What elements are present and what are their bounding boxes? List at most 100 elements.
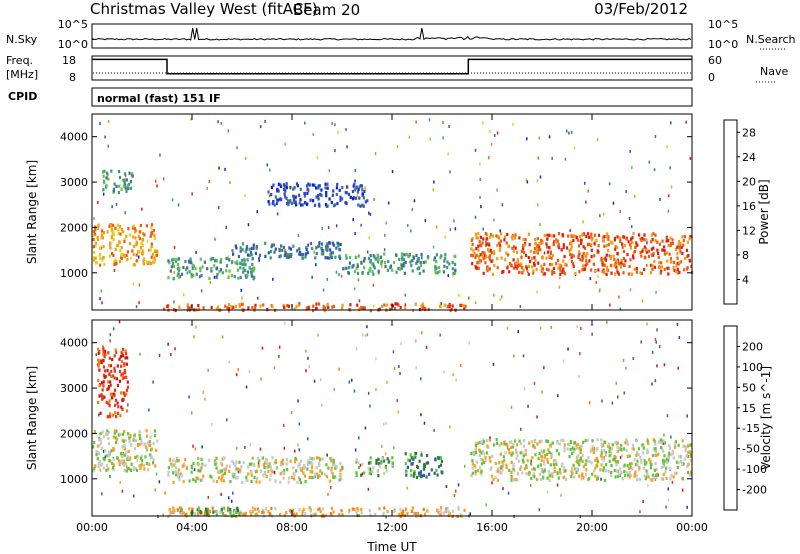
range-echo-6: [561, 462, 564, 466]
range-echo-3: [200, 466, 203, 470]
range-echo-0: [96, 457, 99, 461]
range-echo-1: [253, 507, 257, 511]
range-echo-7: [110, 374, 113, 378]
echo-speck: [135, 305, 138, 309]
range-echo-3: [242, 262, 245, 266]
range-echo-7: [509, 262, 512, 266]
range-echo-6: [607, 469, 610, 474]
range-echo-0: [102, 435, 106, 439]
range-echo-7: [499, 246, 502, 250]
range-echo-6: [528, 441, 531, 445]
range-echo-6: [624, 441, 627, 445]
range-echo-6: [443, 259, 446, 263]
range-echo-6: [626, 454, 629, 459]
range-echo-7: [507, 253, 510, 257]
range-echo-7: [562, 270, 566, 274]
range-echo-6: [519, 465, 523, 469]
range-echo-6: [409, 260, 412, 264]
echo-speck: [595, 280, 597, 284]
range-echo-6: [404, 260, 407, 264]
range-echo-7: [482, 257, 485, 261]
range-echo-7: [593, 242, 596, 246]
range-echo-6: [629, 465, 632, 470]
range-echo-7: [511, 246, 514, 250]
echo-speck: [107, 144, 109, 148]
range-echo-6: [575, 444, 578, 448]
echo-speck: [226, 418, 228, 422]
range-echo-1: [102, 170, 105, 174]
range-echo-6: [433, 256, 436, 260]
range-echo-1: [242, 512, 245, 516]
range-echo-7: [613, 272, 616, 276]
range-echo-6: [657, 440, 661, 444]
range-echo-6: [591, 445, 594, 449]
range-echo-6: [660, 466, 663, 470]
range-echo-0: [154, 464, 157, 468]
range-echo-7: [594, 269, 597, 273]
range-echo-3: [220, 478, 223, 482]
range-echo-7: [631, 240, 634, 244]
range-echo-1: [103, 169, 106, 173]
echo-speck: [213, 275, 216, 279]
colorbar-tick-label: 200: [742, 340, 763, 353]
range-echo-1: [118, 184, 121, 188]
velocity-colorbar-label: Velocity [m s^-1]: [759, 366, 773, 470]
range-echo-6: [551, 471, 554, 476]
range-echo-6: [657, 452, 660, 456]
range-echo-5: [267, 190, 270, 194]
range-echo-1: [317, 508, 320, 512]
range-echo-6: [534, 453, 537, 457]
range-echo-7: [676, 270, 679, 274]
echo-speck: [576, 325, 578, 328]
echo-speck: [619, 307, 622, 311]
range-echo-6: [412, 256, 416, 260]
range-echo-0: [112, 253, 115, 257]
range-echo-3: [222, 479, 225, 483]
range-echo-6: [639, 455, 642, 459]
range-echo-0: [110, 228, 113, 232]
range-echo-6: [659, 441, 662, 445]
range-echo-7: [475, 266, 478, 270]
range-echo-6: [641, 451, 645, 455]
range-echo-5: [404, 462, 407, 466]
range-echo-7: [525, 266, 528, 270]
range-echo-3: [219, 268, 222, 272]
echo-speck: [366, 325, 368, 329]
range-echo-7: [666, 266, 669, 270]
range-echo-3: [224, 468, 227, 472]
range-echo-6: [443, 264, 446, 268]
range-echo-6: [602, 458, 606, 462]
range-echo-3: [297, 464, 300, 468]
range-echo-6: [538, 440, 541, 444]
echo-speck: [578, 375, 580, 379]
range-echo-7: [652, 232, 655, 236]
range-echo-0: [142, 232, 145, 236]
range-echo-0: [112, 457, 115, 461]
range-echo-6: [493, 443, 496, 447]
range-echo-6: [372, 264, 375, 268]
echo-speck: [648, 160, 651, 164]
echo-speck: [631, 225, 633, 229]
range-echo-5: [294, 195, 297, 199]
range-echo-3: [240, 465, 243, 469]
echo-speck: [487, 255, 490, 259]
range-echo-2: [283, 305, 286, 309]
range-echo-3: [208, 458, 211, 462]
range-echo-7: [97, 400, 100, 404]
range-echo-7: [632, 254, 635, 258]
echo-speck: [479, 178, 481, 181]
range-echo-1: [112, 190, 115, 194]
range-echo-5: [317, 186, 320, 190]
range-echo-7: [503, 238, 506, 242]
range-echo-5: [298, 201, 301, 205]
range-echo-3: [234, 261, 237, 265]
range-echo-1: [402, 509, 405, 513]
range-echo-6: [488, 438, 492, 442]
range-echo-1: [123, 172, 127, 176]
range-echo-7: [565, 263, 568, 267]
range-echo-7: [606, 235, 609, 239]
range-echo-3: [210, 475, 213, 479]
echo-speck: [655, 340, 657, 344]
range-echo-4: [318, 241, 321, 245]
range-echo-4: [325, 244, 328, 248]
